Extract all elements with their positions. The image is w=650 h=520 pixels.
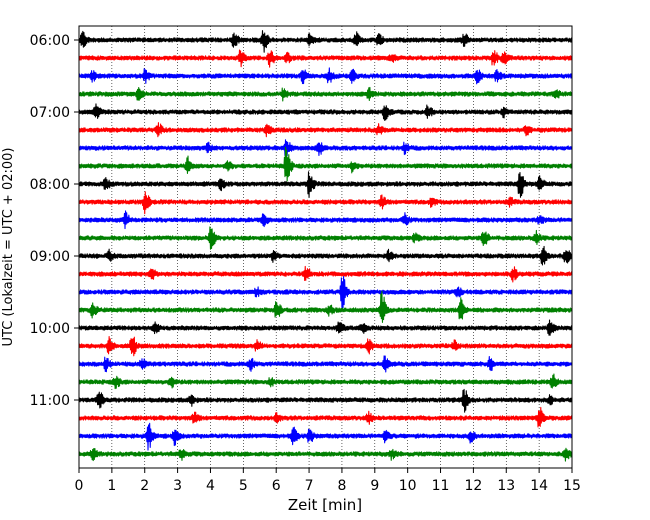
trace-line <box>78 171 573 198</box>
trace-line <box>78 447 573 462</box>
x-axis-ticks: 0 1 2 3 4 5 6 7 8 9 10 11 12 13 14 15 <box>75 468 581 494</box>
y-tick-label: 11:00 <box>30 393 70 409</box>
x-tick-label: 1 <box>107 478 116 494</box>
x-tick-label: 7 <box>305 478 314 494</box>
seismic-traces <box>78 30 573 462</box>
x-tick-label: 15 <box>563 478 581 494</box>
x-tick-label: 13 <box>497 478 515 494</box>
x-tick-label: 11 <box>432 478 450 494</box>
trace-line <box>78 265 573 283</box>
trace-line <box>78 406 573 428</box>
trace-line <box>78 422 573 451</box>
trace-line <box>78 388 573 413</box>
y-axis-label: UTC (Lokalzeit = UTC + 02:00) <box>1 148 16 347</box>
trace-line <box>78 191 573 215</box>
x-tick-label: 2 <box>140 478 149 494</box>
x-tick-label: 10 <box>399 478 417 494</box>
y-tick-label: 06:00 <box>30 33 70 49</box>
x-axis-label: Zeit [min] <box>288 496 362 514</box>
y-tick-label: 09:00 <box>30 249 70 265</box>
x-tick-label: 3 <box>173 478 182 494</box>
trace-line <box>78 49 573 68</box>
x-tick-label: 12 <box>464 478 482 494</box>
trace-line <box>78 355 573 373</box>
plot-background <box>79 26 572 468</box>
trace-line <box>78 86 573 102</box>
trace-line <box>78 373 573 390</box>
y-axis-ticks: 06:00 07:00 08:00 09:00 10:00 11:00 <box>30 33 79 409</box>
trace-line <box>78 290 573 323</box>
trace-line <box>78 67 573 85</box>
trace-line <box>78 139 573 159</box>
trace-line <box>78 336 573 357</box>
x-tick-label: 6 <box>272 478 281 494</box>
y-tick-label: 08:00 <box>30 177 70 193</box>
trace-line <box>78 276 573 309</box>
x-tick-label: 5 <box>239 478 248 494</box>
trace-line <box>78 146 573 182</box>
trace-line <box>78 122 573 138</box>
x-tick-label: 0 <box>75 478 84 494</box>
trace-line <box>78 245 573 266</box>
y-tick-label: 10:00 <box>30 321 70 337</box>
x-tick-label: 8 <box>337 478 346 494</box>
x-tick-label: 14 <box>530 478 548 494</box>
trace-line <box>78 226 573 250</box>
x-tick-label: 9 <box>370 478 379 494</box>
y-tick-label: 07:00 <box>30 105 70 121</box>
x-tick-label: 4 <box>206 478 215 494</box>
trace-line <box>78 210 573 230</box>
trace-line <box>78 30 573 53</box>
plot-frame <box>78 25 573 469</box>
trace-line <box>78 103 573 121</box>
trace-line <box>78 319 573 336</box>
